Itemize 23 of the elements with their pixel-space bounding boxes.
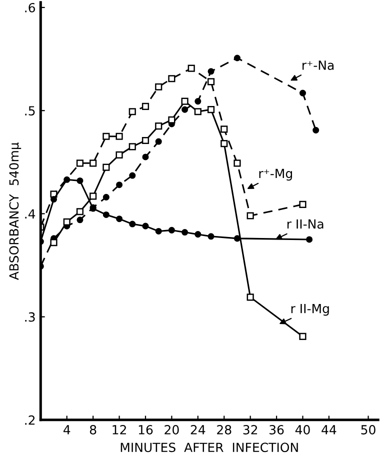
annotation: r II-Na [287,219,324,229]
annotation: r⁺-Mg [259,168,292,181]
y-tick-label: .3 [25,312,35,322]
x-tick-label: 32 [243,425,258,434]
x-tick-label: 28 [217,425,232,434]
y-tick-label: .4 [25,209,36,218]
x-tick-label: 50 [361,425,376,434]
y-tick-label: .5 [25,106,35,116]
x-tick-label: 36 [270,425,284,434]
x-tick-label: 24 [190,425,206,434]
x-tick-label: 16 [138,425,153,434]
annotation: r⁺-Na [302,60,334,70]
x-tick-label: 40 [295,425,310,434]
x-axis-title: MINUTES AFTER INFECTION [120,442,298,452]
x-tick-label: 4 [64,425,70,434]
x-tick-label: 20 [164,425,179,434]
y-tick-label: .2 [25,415,35,425]
x-tick-label: 8 [90,425,96,434]
y-axis-title: ABSORBANCY 540mμ [9,142,22,280]
annotation: r II-Mg [291,304,329,316]
y-tick-label: .6 [25,2,36,12]
x-tick-label: 44 [322,425,336,434]
x-tick-label: 12 [112,425,126,434]
